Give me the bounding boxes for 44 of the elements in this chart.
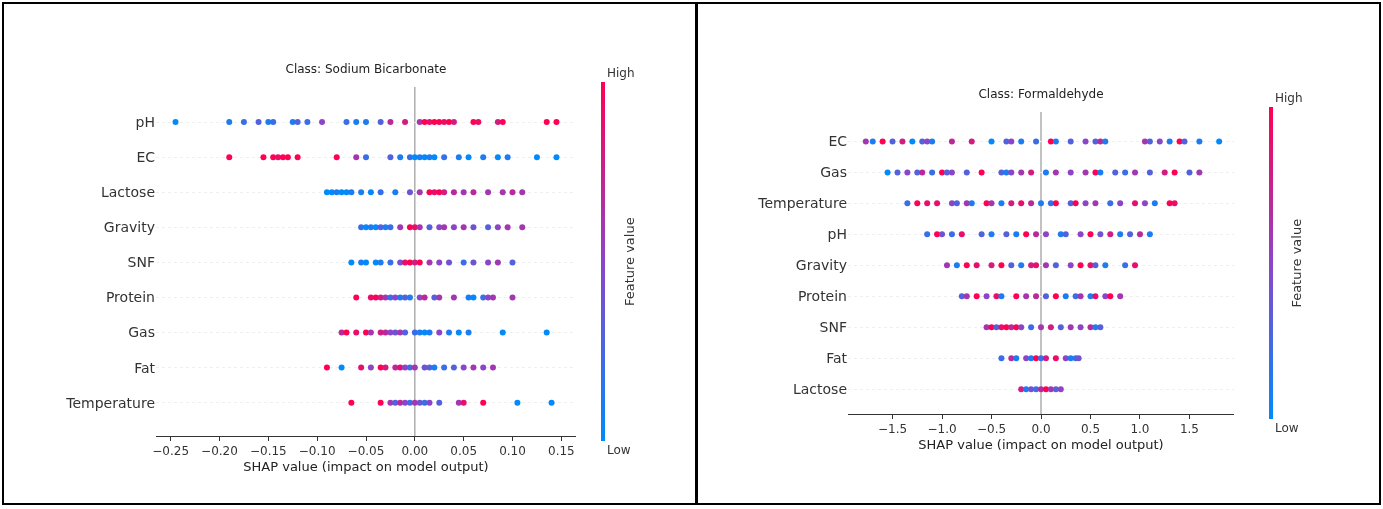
- x-tick-label: 1.5: [1179, 422, 1200, 437]
- x-tick-label: 0.15: [547, 444, 575, 459]
- x-tick-label: 1.0: [1130, 422, 1150, 437]
- y-tick-label: Temperature: [65, 394, 155, 411]
- y-tick-label: EC: [136, 149, 156, 166]
- x-tick-label: −0.20: [201, 444, 238, 459]
- x-tick-label: −1.5: [877, 422, 908, 437]
- chart-title: Class: Formaldehyde: [978, 87, 1104, 101]
- x-tick-label: −0.05: [347, 444, 385, 459]
- y-tick-label: Gas: [128, 324, 155, 341]
- x-tick-label: −1.0: [927, 422, 957, 437]
- y-tick-label: Lactose: [792, 381, 847, 398]
- text: High: [1275, 91, 1303, 105]
- x-tick-label: −0.5: [976, 422, 1007, 437]
- chart-title: Class: Sodium Bicarbonate: [285, 62, 447, 76]
- color-bar-title: Feature value: [622, 217, 638, 307]
- y-tick-label: pH: [135, 113, 155, 130]
- y-tick-label: Gravity: [103, 219, 155, 236]
- x-tick-label: 0.10: [499, 444, 526, 459]
- y-tick-label: Gravity: [795, 257, 847, 274]
- x-axis-title: SHAP value (impact on model output): [243, 459, 489, 474]
- x-tick-label: 0.00: [401, 444, 429, 459]
- y-tick-label: Temperature: [757, 195, 847, 212]
- x-tick-label: 0.5: [1080, 422, 1101, 437]
- y-tick-label: EC: [828, 133, 848, 150]
- x-tick-label: −0.10: [298, 444, 336, 459]
- x-tick-label: −0.25: [152, 444, 190, 459]
- x-tick-label: 0.05: [450, 444, 478, 459]
- y-tick-label: Gas: [820, 164, 847, 181]
- y-tick-label: Protein: [105, 289, 155, 306]
- x-tick-label: −0.15: [249, 444, 287, 459]
- y-tick-label: Fat: [826, 350, 848, 367]
- x-axis-title: SHAP value (impact on model output): [918, 437, 1164, 452]
- text: Low: [607, 443, 631, 457]
- x-tick-label: 0.0: [1031, 422, 1051, 437]
- y-tick-label: Fat: [134, 359, 156, 376]
- color-bar-title: Feature value: [1288, 218, 1304, 308]
- text: High: [607, 66, 635, 80]
- y-tick-label: pH: [827, 226, 847, 243]
- y-tick-label: Protein: [797, 288, 847, 305]
- y-tick-label: SNF: [819, 319, 847, 336]
- text: Low: [1275, 421, 1299, 435]
- y-tick-label: Lactose: [100, 184, 155, 201]
- y-tick-label: SNF: [127, 254, 155, 271]
